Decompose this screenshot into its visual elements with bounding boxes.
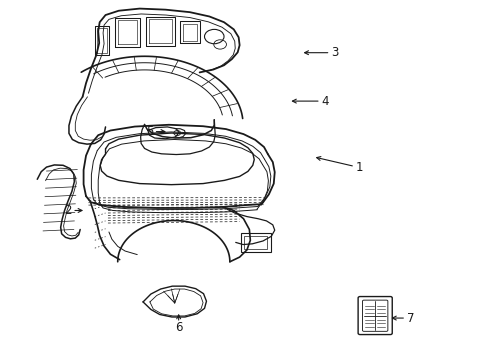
Text: 7: 7 xyxy=(406,311,413,325)
Text: 2: 2 xyxy=(64,204,72,217)
Bar xyxy=(240,233,270,252)
Text: 3: 3 xyxy=(330,46,338,59)
Text: 1: 1 xyxy=(355,161,362,174)
Text: 6: 6 xyxy=(175,320,182,333)
Text: 5: 5 xyxy=(145,125,153,138)
Text: 4: 4 xyxy=(321,95,328,108)
Bar xyxy=(244,236,266,249)
